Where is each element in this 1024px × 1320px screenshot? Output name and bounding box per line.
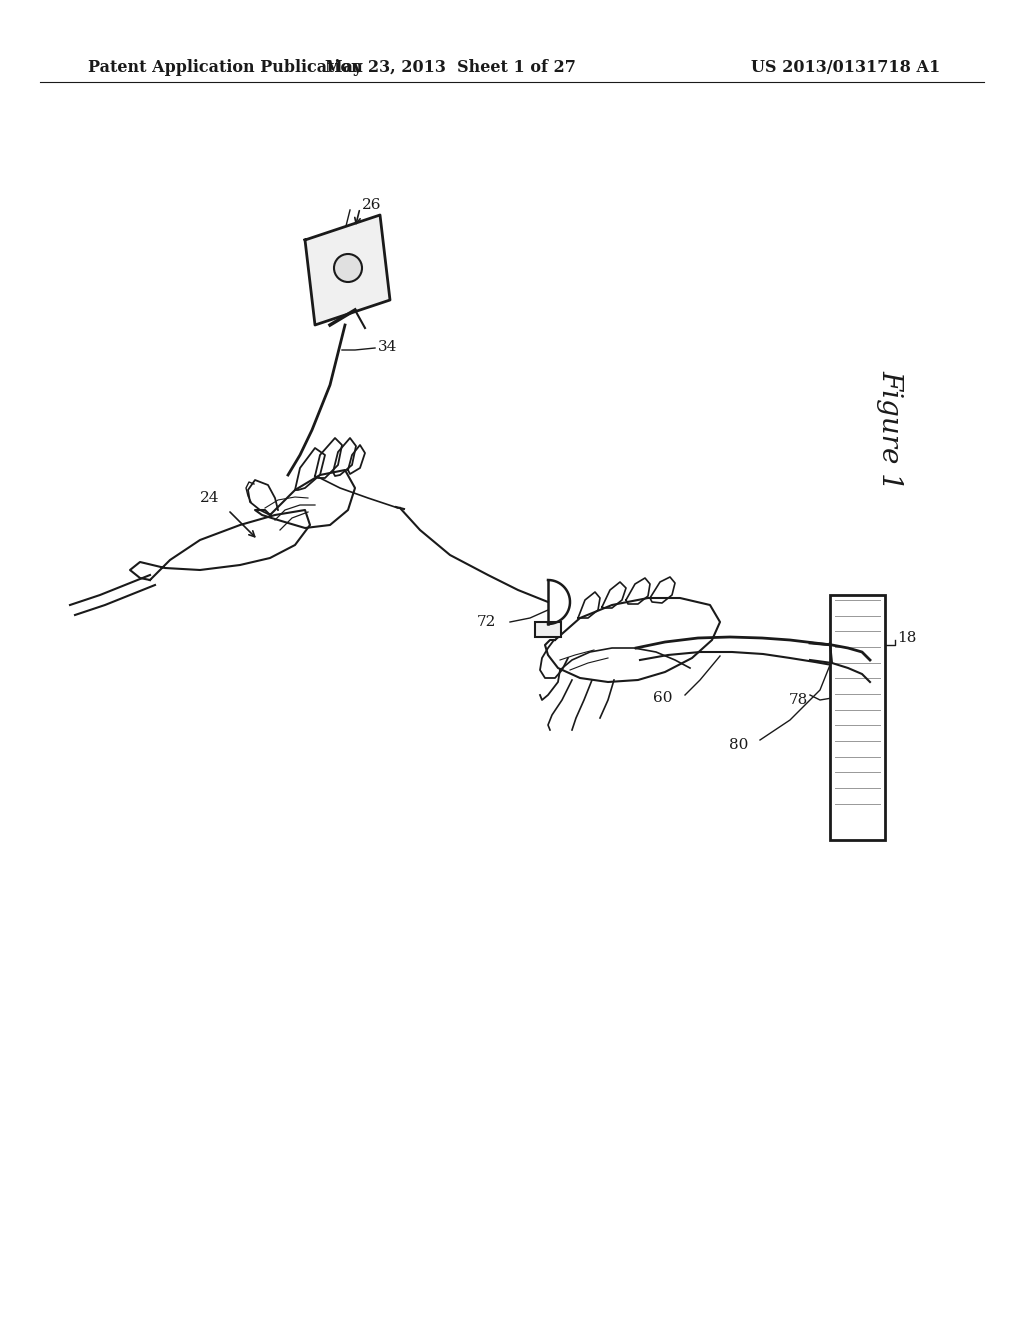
- Bar: [830, 595, 885, 840]
- Text: 26: 26: [362, 198, 382, 213]
- Text: May 23, 2013  Sheet 1 of 27: May 23, 2013 Sheet 1 of 27: [325, 59, 575, 77]
- Text: 72: 72: [476, 615, 496, 630]
- Text: 24: 24: [201, 491, 220, 506]
- Text: 60: 60: [652, 690, 672, 705]
- Text: Patent Application Publication: Patent Application Publication: [88, 59, 362, 77]
- Polygon shape: [305, 215, 390, 325]
- Bar: [535, 622, 561, 638]
- Text: 78: 78: [788, 693, 808, 708]
- Circle shape: [334, 253, 362, 282]
- Text: 18: 18: [897, 631, 916, 645]
- Text: US 2013/0131718 A1: US 2013/0131718 A1: [751, 59, 940, 77]
- Text: 80: 80: [729, 738, 748, 752]
- Text: Figure 1: Figure 1: [877, 370, 903, 490]
- Text: 34: 34: [378, 341, 397, 354]
